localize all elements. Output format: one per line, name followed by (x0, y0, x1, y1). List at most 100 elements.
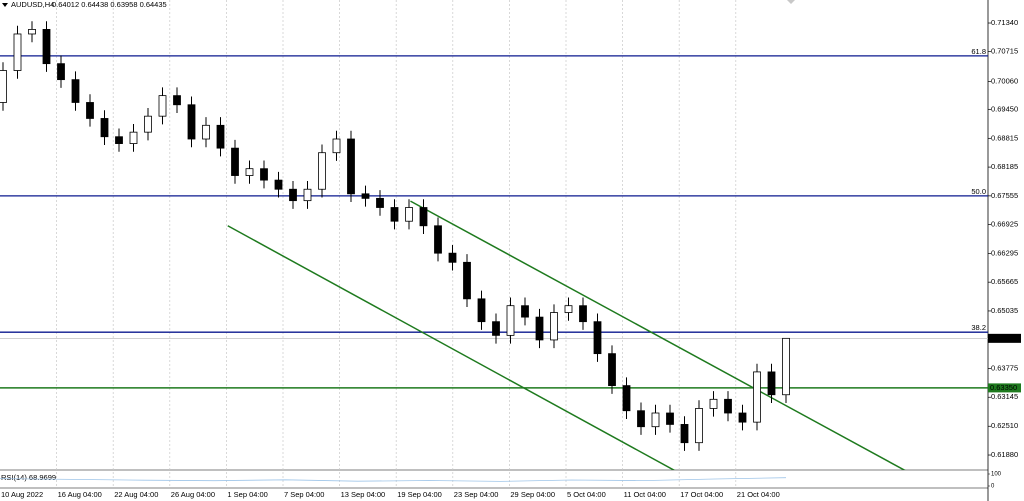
collapse-arrow[interactable] (2, 3, 8, 7)
candle-body (173, 95, 181, 106)
candle-body (419, 207, 428, 227)
support-label: 0.63350 (990, 383, 1017, 392)
y-tick-label: 0.66925 (991, 220, 1018, 229)
current-price-label: 0.64435 (990, 333, 1017, 342)
x-tick-label: 10 Aug 2022 (1, 490, 43, 499)
candle-body (492, 321, 500, 336)
candle-body (231, 147, 239, 176)
candle-body (318, 152, 326, 190)
x-tick-label: 5 Oct 04:00 (567, 490, 606, 499)
x-tick-label: 13 Sep 04:00 (341, 490, 386, 499)
symbol: AUDUSD,H4 (11, 0, 54, 9)
candle-body (709, 398, 718, 409)
x-tick-label: 29 Sep 04:00 (510, 490, 555, 499)
candle-body (738, 412, 747, 423)
rsi-tick-label: 0 (991, 484, 995, 490)
x-tick-label: 22 Aug 04:00 (114, 490, 158, 499)
y-tick-label: 0.63145 (991, 392, 1018, 401)
candle-body (535, 316, 544, 341)
trendline (227, 225, 676, 470)
candle-body (144, 115, 152, 133)
candle-body (71, 79, 80, 103)
x-tick-label: 17 Oct 04:00 (680, 490, 723, 499)
candle-body (129, 131, 138, 144)
candle-body (666, 412, 674, 425)
rsi-tick-label: 100 (991, 472, 1002, 478)
rsi-line (0, 477, 787, 482)
level-label: 38.2 (971, 323, 986, 332)
y-tick-label: 0.68185 (991, 162, 1018, 171)
x-tick-label: 16 Aug 04:00 (58, 490, 102, 499)
y-tick-label: 0.66295 (991, 248, 1018, 257)
x-tick-label: 7 Sep 04:00 (284, 490, 324, 499)
support-box (988, 383, 1021, 393)
candle-body (57, 63, 65, 81)
x-tick-label: 11 Oct 04:00 (624, 490, 666, 499)
candle-body (680, 424, 689, 444)
candle-body (622, 385, 631, 412)
y-tick-label: 0.65665 (991, 277, 1018, 286)
candle-body (767, 371, 776, 396)
level-label: 61.8 (971, 47, 986, 56)
candle-body (202, 124, 210, 140)
candle-body (695, 408, 703, 444)
candle-body (86, 102, 94, 119)
candle-body (579, 305, 587, 323)
candle-body (448, 252, 457, 263)
current-price-box (988, 333, 1021, 343)
y-tick-label: 0.62510 (991, 421, 1018, 430)
candle-body (550, 312, 558, 341)
candle-body (158, 95, 167, 117)
candle-body (376, 197, 384, 208)
candle-body (303, 188, 312, 202)
candle-body (216, 124, 225, 149)
y-tick-label: 0.65035 (991, 306, 1018, 315)
candle-body (564, 305, 573, 313)
candle-body (637, 410, 645, 428)
candle-body (724, 398, 732, 414)
candle-body (361, 193, 370, 199)
candle-body (332, 138, 341, 154)
candle-body (753, 371, 761, 423)
candle-body (521, 305, 529, 318)
y-tick-label: 0.61880 (991, 450, 1018, 459)
candle-body (100, 118, 109, 138)
quote: 0.64012 0.64438 0.63958 0.64435 (52, 0, 167, 9)
shift-marker (787, 0, 795, 4)
candle-body (405, 207, 413, 222)
candle-body (477, 298, 486, 323)
trendline (410, 200, 906, 470)
candle-body (463, 261, 471, 300)
candle-body (0, 70, 7, 103)
candle-body (260, 168, 268, 181)
x-tick-label: 21 Oct 04:00 (737, 490, 780, 499)
candle-body (608, 353, 616, 387)
x-tick-label: 26 Aug 04:00 (171, 490, 215, 499)
y-tick-label: 0.70060 (991, 76, 1018, 85)
y-tick-label: 0.63775 (991, 363, 1018, 372)
x-tick-label: 1 Sep 04:00 (227, 490, 267, 499)
candle-body (434, 225, 442, 254)
candle-body (245, 168, 254, 176)
candle-body (593, 321, 602, 355)
candle-body (506, 305, 515, 336)
candle-body (651, 412, 660, 428)
y-tick-label: 0.71340 (991, 18, 1018, 27)
plot (0, 21, 988, 470)
level-label: 50.0 (971, 187, 986, 196)
y-tick-label: 0.70715 (991, 47, 1018, 56)
y-tick-label: 0.68815 (991, 133, 1018, 142)
candle-body (115, 136, 123, 144)
y-tick-label: 0.69450 (991, 104, 1018, 113)
x-tick-label: 23 Sep 04:00 (454, 490, 499, 499)
x-tick-label: 19 Sep 04:00 (397, 490, 442, 499)
candle-body (390, 207, 399, 222)
candle-body (13, 33, 22, 71)
candle-body (347, 138, 355, 195)
candle-body (187, 104, 196, 140)
candle-body (42, 29, 51, 65)
candle-body (782, 337, 790, 396)
